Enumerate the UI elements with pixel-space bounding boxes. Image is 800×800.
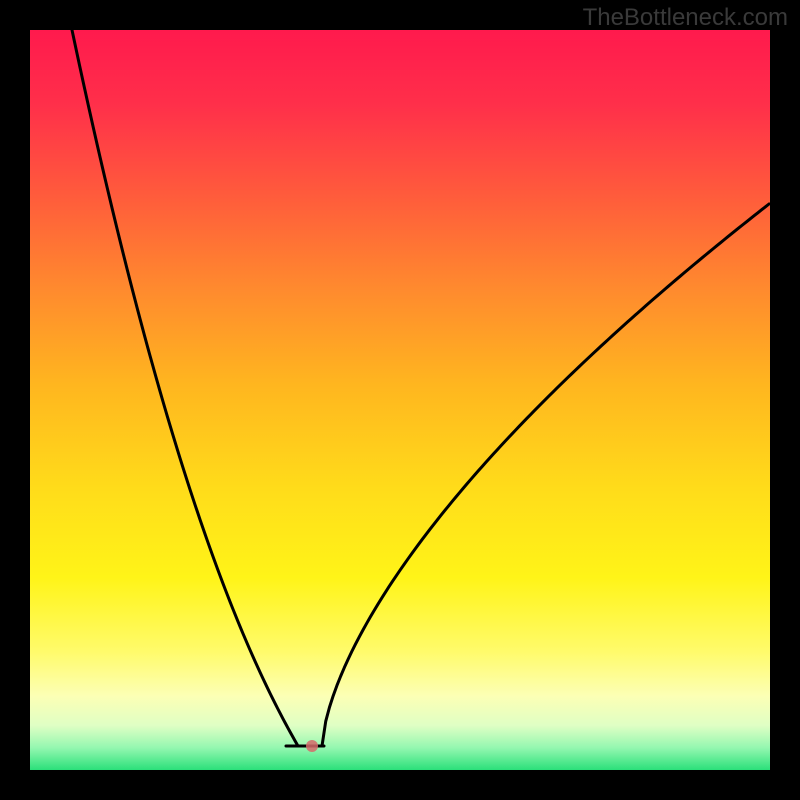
optimal-point-marker (306, 740, 318, 752)
chart-frame: TheBottleneck.com (0, 0, 800, 800)
bottleneck-curve (0, 0, 800, 800)
